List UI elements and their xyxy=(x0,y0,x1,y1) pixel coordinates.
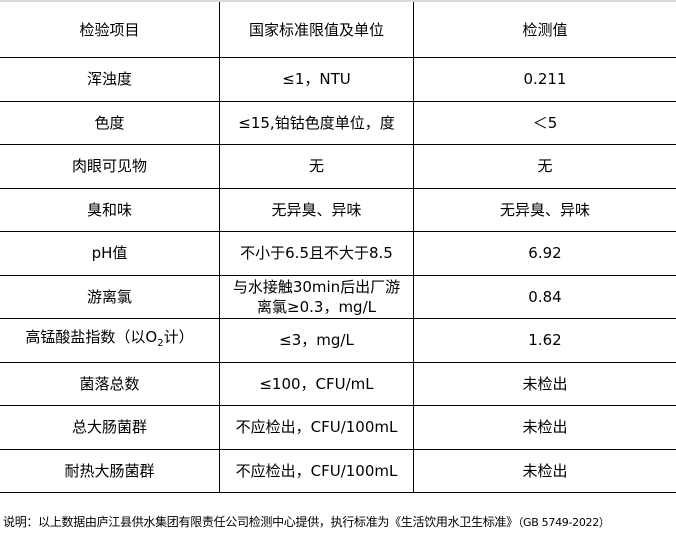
table-row: 浑浊度 ≤1，NTU 0.211 xyxy=(0,57,676,102)
item-cell: pH值 xyxy=(0,231,220,276)
table-row: 高锰酸盐指数（以O2计） ≤3，mg/L 1.62 xyxy=(0,318,676,363)
limit-cell: 无 xyxy=(219,144,414,189)
value-cell: 0.211 xyxy=(413,57,676,102)
limit-cell: ≤1，NTU xyxy=(219,57,414,102)
footnote-standard: （GB 5749-2022） xyxy=(517,516,610,529)
table-row: 总大肠菌群 不应检出，CFU/100mL 未检出 xyxy=(0,405,676,450)
table-row: 臭和味 无异臭、异味 无异臭、异味 xyxy=(0,188,676,232)
item-cell: 菌落总数 xyxy=(0,362,220,406)
item-cell: 总大肠菌群 xyxy=(0,405,220,450)
limit-cell: 不小于6.5且不大于8.5 xyxy=(219,231,414,276)
value-cell: ＜5 xyxy=(413,101,676,145)
limit-cell: 不应检出，CFU/100mL xyxy=(219,449,414,493)
header-item: 检验项目 xyxy=(0,2,220,58)
table-header-row: 检验项目 国家标准限值及单位 检测值 xyxy=(0,2,676,58)
footnote: 说明：以上数据由庐江县供水集团有限责任公司检测中心提供，执行标准为《生活饮用水卫… xyxy=(3,513,610,530)
item-cell: 臭和味 xyxy=(0,188,220,232)
item-subscript: 2 xyxy=(157,337,164,349)
limit-cell: ≤15,铂钴色度单位，度 xyxy=(219,101,414,145)
value-cell: 无异臭、异味 xyxy=(413,188,676,232)
footnote-text: 说明：以上数据由庐江县供水集团有限责任公司检测中心提供，执行标准为《生活饮用水卫… xyxy=(3,515,518,529)
value-cell: 无 xyxy=(413,144,676,189)
item-cell: 耐热大肠菌群 xyxy=(0,449,220,493)
item-text-suffix: 计） xyxy=(163,327,194,346)
water-quality-table: 检验项目 国家标准限值及单位 检测值 浑浊度 ≤1，NTU 0.211 色度 ≤… xyxy=(0,2,676,493)
limit-cell: ≤3，mg/L xyxy=(219,318,414,363)
item-cell: 浑浊度 xyxy=(0,57,220,102)
item-cell: 色度 xyxy=(0,101,220,145)
limit-cell: 不应检出，CFU/100mL xyxy=(219,405,414,450)
value-cell: 0.84 xyxy=(413,275,676,319)
value-cell: 未检出 xyxy=(413,405,676,450)
table-row: 菌落总数 ≤100，CFU/mL 未检出 xyxy=(0,362,676,406)
table-row: 游离氯 与水接触30min后出厂游离氯≥0.3，mg/L 0.84 xyxy=(0,275,676,319)
header-value: 检测值 xyxy=(413,2,676,58)
item-text: 高锰酸盐指数（以O xyxy=(25,327,158,346)
header-limit: 国家标准限值及单位 xyxy=(219,2,414,58)
limit-cell: ≤100，CFU/mL xyxy=(219,362,414,406)
table-row: 耐热大肠菌群 不应检出，CFU/100mL 未检出 xyxy=(0,449,676,493)
value-cell: 未检出 xyxy=(413,362,676,406)
item-cell: 游离氯 xyxy=(0,275,220,319)
item-cell: 肉眼可见物 xyxy=(0,144,220,189)
value-cell: 未检出 xyxy=(413,449,676,493)
item-cell: 高锰酸盐指数（以O2计） xyxy=(0,318,220,363)
table-row: 色度 ≤15,铂钴色度单位，度 ＜5 xyxy=(0,101,676,145)
value-cell: 1.62 xyxy=(413,318,676,363)
limit-cell: 无异臭、异味 xyxy=(219,188,414,232)
table-row: 肉眼可见物 无 无 xyxy=(0,144,676,189)
top-divider xyxy=(0,0,676,2)
value-cell: 6.92 xyxy=(413,231,676,276)
table-row: pH值 不小于6.5且不大于8.5 6.92 xyxy=(0,231,676,276)
limit-cell: 与水接触30min后出厂游离氯≥0.3，mg/L xyxy=(219,275,414,319)
